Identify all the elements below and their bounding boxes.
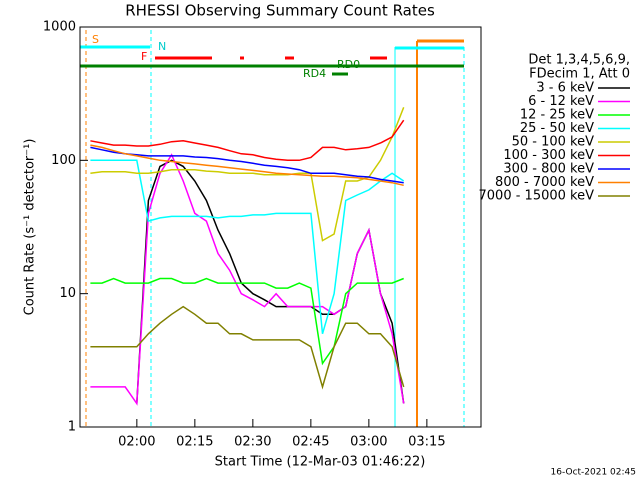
series-line: [90, 277, 404, 366]
x-tick-label: 03:15: [408, 435, 445, 450]
series-line: [90, 159, 405, 335]
series-line: [90, 144, 404, 187]
y-axis-label: Count Rate (s⁻¹ detector⁻¹): [23, 139, 38, 316]
y-tick-label: 100: [51, 153, 76, 168]
y-tick-label: 1000: [43, 20, 76, 35]
x-tick-label: 02:30: [234, 435, 271, 450]
series-line: [90, 119, 405, 162]
legend-label: 800 - 7000 keV: [495, 175, 594, 190]
x-tick-label: 02:00: [118, 435, 155, 450]
plot-frame: [79, 26, 482, 428]
flag-label: RD4: [303, 67, 326, 80]
series-line: [136, 159, 405, 404]
x-tick-label: 02:45: [292, 435, 329, 450]
legend-label: 100 - 300 keV: [503, 148, 594, 163]
y-tick-label: 10: [59, 286, 76, 301]
x-tick-label: 02:15: [176, 435, 213, 450]
legend-label: 12 - 25 keV: [520, 108, 594, 123]
series-line: [90, 305, 405, 390]
legend-label: 25 - 50 keV: [520, 121, 594, 136]
y-tick-label: 1: [68, 420, 76, 435]
legend-label: 50 - 100 keV: [512, 135, 595, 150]
x-tick-label: 03:00: [350, 435, 387, 450]
legend-label: 300 - 800 keV: [503, 162, 594, 177]
chart-title: RHESSI Observing Summary Count Rates: [125, 2, 435, 20]
flag-label: RD0: [337, 58, 360, 71]
x-axis-label: Start Time (12-Mar-03 01:46:22): [215, 455, 426, 470]
legend-label: 3 - 6 keV: [536, 81, 594, 96]
flag-label: F: [141, 50, 147, 63]
series-line: [90, 107, 405, 242]
timestamp: 16-Oct-2021 02:45: [551, 468, 636, 478]
legend-title: Det 1,3,4,5,6,9,: [528, 53, 630, 68]
flag-label: N: [158, 40, 166, 53]
series-line: [90, 146, 404, 184]
flags: [80, 30, 465, 427]
flag-label: S: [92, 33, 99, 46]
legend-label: 7000 - 15000 keV: [479, 189, 595, 204]
legend-title: FDecim 1, Att 0: [529, 67, 630, 82]
series-line: [90, 153, 405, 406]
legend-label: 6 - 12 keV: [528, 94, 594, 109]
